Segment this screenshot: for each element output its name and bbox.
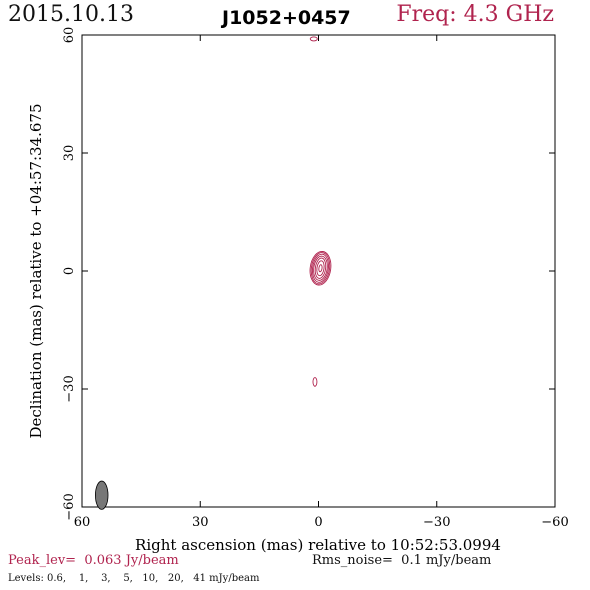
core-contour [309,250,332,286]
frequency-label: Freq: 4.3 GHz [396,2,554,27]
core-contour [313,255,328,281]
core-contour [316,260,325,277]
x-tick-label: −30 [423,515,450,530]
source-name: J1052+0457 [222,7,351,29]
x-tick-label: −60 [541,515,568,530]
contour-levels: Levels: 0.6, 1, 3, 5, 10, 20, 41 mJy/bea… [8,573,259,584]
x-tick-label: 60 [74,515,91,530]
beam-ellipse [95,480,109,510]
x-tick-labels: 60 30 0 −30 −60 [74,515,569,530]
rms-noise-value: 0.1 mJy/beam [401,553,492,568]
core-contour [310,252,331,285]
y-tick-label: −60 [62,493,77,520]
levels-values: 0.6, 1, 3, 5, 10, 20, 41 mJy/beam [47,573,260,584]
minor-contour [312,377,318,387]
core-contour [311,253,329,283]
rms-noise-label: Rms_noise= [312,553,393,568]
y-tick-label: 60 [62,27,77,44]
peak-level-label: Peak_lev= [8,553,77,568]
x-tick-label: 30 [192,515,209,530]
y-tick-labels: −60 −30 0 30 60 [62,27,77,521]
levels-label: Levels: [8,573,44,584]
rms-noise: Rms_noise= 0.1 mJy/beam [312,553,491,568]
observation-date: 2015.10.13 [8,2,134,27]
core-contour [318,264,323,273]
peak-level-value: 0.063 Jy/beam [84,553,179,568]
y-tick-label: 0 [62,267,77,275]
minor-contour [309,36,318,42]
beam-group [95,480,109,510]
y-tick-label: 30 [62,145,77,162]
core-contour [314,257,327,279]
contour-group [309,36,332,387]
peak-level: Peak_lev= 0.063 Jy/beam [8,553,179,568]
y-tick-label: −30 [62,375,77,402]
y-axis-label: Declination (mas) relative to +04:57:34.… [27,103,45,438]
x-axis-label: Right ascension (mas) relative to 10:52:… [135,536,501,554]
axis-ticks [81,34,556,508]
plot-frame [81,34,556,508]
x-tick-label: 0 [314,515,322,530]
